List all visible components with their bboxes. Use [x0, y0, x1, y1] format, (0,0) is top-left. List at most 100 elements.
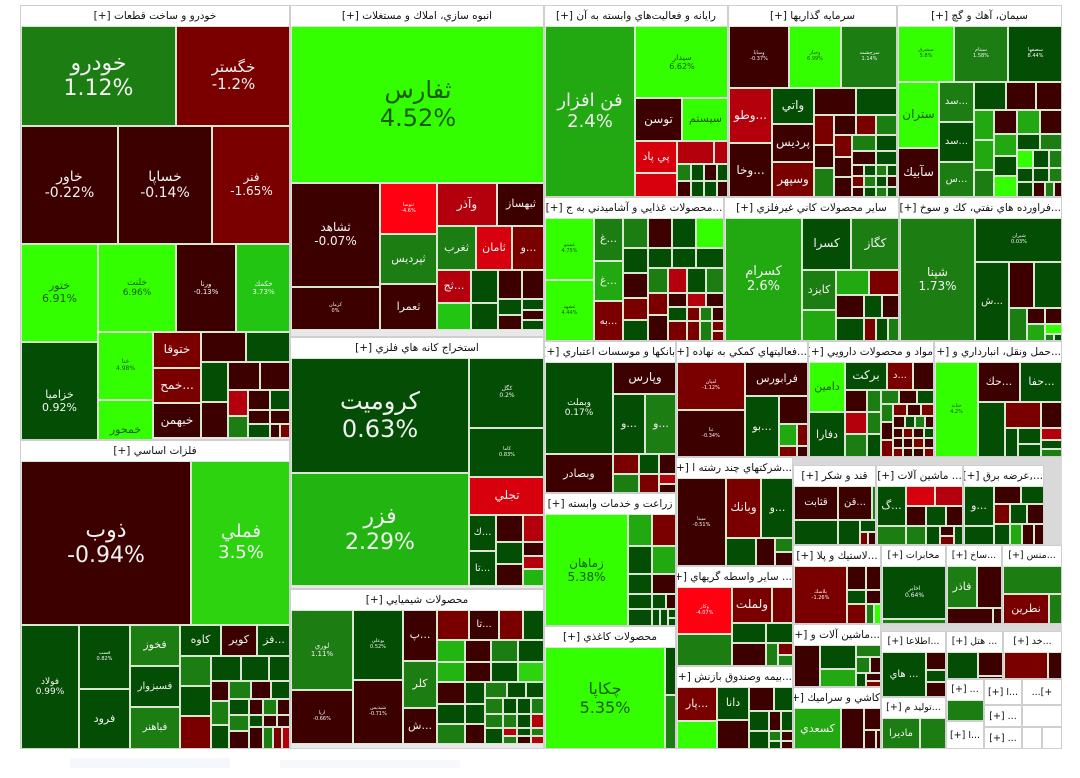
sector-title-expand-button[interactable]: خودرو و ساخت قطعات [+]	[21, 6, 289, 26]
stock-tile[interactable]	[700, 321, 712, 340]
stock-tile[interactable]	[794, 520, 838, 544]
stock-tile[interactable]	[845, 412, 867, 434]
stock-tile[interactable]	[668, 293, 687, 307]
stock-tile[interactable]	[1045, 334, 1054, 340]
stock-tile[interactable]	[913, 438, 924, 448]
stock-tile[interactable]	[994, 486, 1021, 504]
stock-tile[interactable]	[665, 695, 675, 748]
stock-tile[interactable]	[1027, 308, 1045, 324]
sector-title-expand-button[interactable]: قند و شكر [+]	[794, 466, 875, 486]
stock-tile[interactable]: ماديرا	[882, 718, 920, 748]
stock-tile[interactable]: ...خمح	[153, 368, 201, 403]
stock-tile[interactable]	[772, 587, 792, 623]
stock-tile[interactable]	[856, 115, 876, 135]
stock-tile[interactable]	[635, 173, 677, 196]
sector-title-expand-button[interactable]: فلزات اساسي [+]	[21, 441, 289, 461]
stock-tile[interactable]: ...و	[512, 226, 543, 270]
stock-tile[interactable]	[229, 681, 251, 699]
sector-title-expand-button[interactable]: ...,عرضه برق [+]	[964, 466, 1043, 486]
stock-tile[interactable]: وآذر	[437, 183, 497, 226]
stock-tile[interactable]	[749, 711, 769, 731]
stock-tile[interactable]: كگاز	[851, 218, 898, 270]
stock-tile[interactable]	[523, 569, 543, 586]
stock-tile[interactable]	[1034, 524, 1043, 544]
stock-tile[interactable]	[714, 141, 727, 164]
stock-tile[interactable]	[856, 673, 866, 686]
stock-tile[interactable]: خزاميا 0.92%	[21, 342, 98, 439]
stock-tile[interactable]	[496, 564, 523, 586]
stock-tile[interactable]: كروميت 0.63%	[291, 358, 469, 473]
stock-tile[interactable]	[485, 698, 503, 714]
stock-tile[interactable]	[496, 515, 523, 542]
stock-tile[interactable]	[180, 716, 211, 748]
stock-tile[interactable]: ...ثج	[437, 270, 471, 303]
stock-tile[interactable]	[517, 698, 531, 714]
stock-tile[interactable]	[872, 486, 875, 520]
stock-tile[interactable]: فباهنر	[130, 707, 180, 748]
stock-tile[interactable]	[1005, 402, 1041, 428]
stock-tile[interactable]	[866, 566, 880, 590]
stock-tile[interactable]: ثنا -0.34%	[677, 410, 745, 456]
stock-tile[interactable]	[852, 165, 864, 176]
stock-tile[interactable]	[977, 566, 1001, 608]
stock-tile[interactable]	[903, 438, 913, 448]
sector-title-expand-button[interactable]: انبوه سازي، املاك و مستغلات [+]	[291, 6, 543, 26]
stock-tile[interactable]: بركت	[845, 362, 887, 390]
stock-tile[interactable]	[867, 390, 881, 412]
stock-tile[interactable]: فرود	[79, 689, 130, 748]
stock-tile[interactable]: كاوه	[180, 625, 221, 656]
stock-tile[interactable]	[260, 362, 289, 390]
stock-tile[interactable]	[845, 390, 867, 412]
stock-tile[interactable]	[834, 177, 852, 196]
stock-tile[interactable]	[881, 390, 899, 404]
stock-tile[interactable]	[503, 698, 517, 714]
stock-tile[interactable]	[437, 610, 469, 640]
stock-tile[interactable]: سرچشمه 1.14%	[841, 26, 896, 88]
stock-tile[interactable]: وبانك	[726, 478, 761, 538]
stock-tile[interactable]: كسرا	[802, 218, 851, 270]
stock-tile[interactable]	[1048, 652, 1061, 678]
stock-tile[interactable]	[628, 546, 652, 574]
stock-tile[interactable]	[485, 714, 503, 728]
stock-tile[interactable]: وبملت 0.17%	[545, 362, 613, 454]
sector-title-expand-button[interactable]: ...حمل ونقل، انبارداري و [+]	[935, 342, 1061, 362]
stock-tile[interactable]	[1027, 504, 1043, 524]
stock-tile[interactable]	[866, 673, 880, 681]
stock-tile[interactable]: ثغرب	[437, 226, 476, 270]
stock-tile[interactable]	[802, 310, 836, 340]
stock-tile[interactable]	[781, 731, 792, 741]
stock-tile[interactable]	[893, 416, 905, 428]
stock-tile[interactable]: زماهان 5.38%	[545, 514, 628, 625]
stock-tile[interactable]	[852, 176, 864, 187]
stock-tile[interactable]	[201, 362, 228, 402]
stock-tile[interactable]	[503, 714, 517, 728]
stock-tile[interactable]	[229, 731, 249, 748]
stock-tile[interactable]	[779, 396, 807, 424]
sector-title-expand-button[interactable]: ...ساخ [+]	[947, 546, 1001, 566]
stock-tile[interactable]	[465, 704, 485, 724]
stock-tile[interactable]	[248, 410, 270, 424]
stock-tile[interactable]	[648, 315, 668, 340]
stock-tile[interactable]	[522, 320, 543, 330]
stock-tile[interactable]: فنر -1.65%	[212, 126, 289, 244]
stock-tile[interactable]: ورنا -0.13%	[176, 244, 236, 332]
stock-tile[interactable]	[437, 724, 465, 744]
stock-tile[interactable]	[940, 536, 954, 544]
stock-tile[interactable]	[717, 164, 727, 181]
stock-tile[interactable]	[660, 609, 668, 625]
stock-tile[interactable]: پي پاد	[635, 141, 677, 173]
stock-tile[interactable]: خساپا -0.14%	[118, 126, 212, 244]
stock-tile[interactable]	[522, 310, 543, 320]
stock-tile[interactable]: سيدار 6.62%	[635, 26, 727, 98]
stock-tile[interactable]	[623, 248, 648, 273]
stock-tile[interactable]	[994, 176, 1017, 196]
stock-tile[interactable]	[1041, 402, 1061, 428]
stock-tile[interactable]	[749, 687, 774, 711]
sector-title-expand-button[interactable]: سرمايه گذاريها [+]	[729, 6, 896, 26]
stock-tile[interactable]	[507, 682, 526, 698]
stock-tile[interactable]: ...پ	[403, 610, 437, 661]
stock-tile[interactable]	[778, 655, 792, 665]
stock-tile[interactable]	[1040, 134, 1061, 150]
stock-tile[interactable]	[248, 390, 270, 410]
stock-tile[interactable]: خمحور	[98, 400, 153, 439]
